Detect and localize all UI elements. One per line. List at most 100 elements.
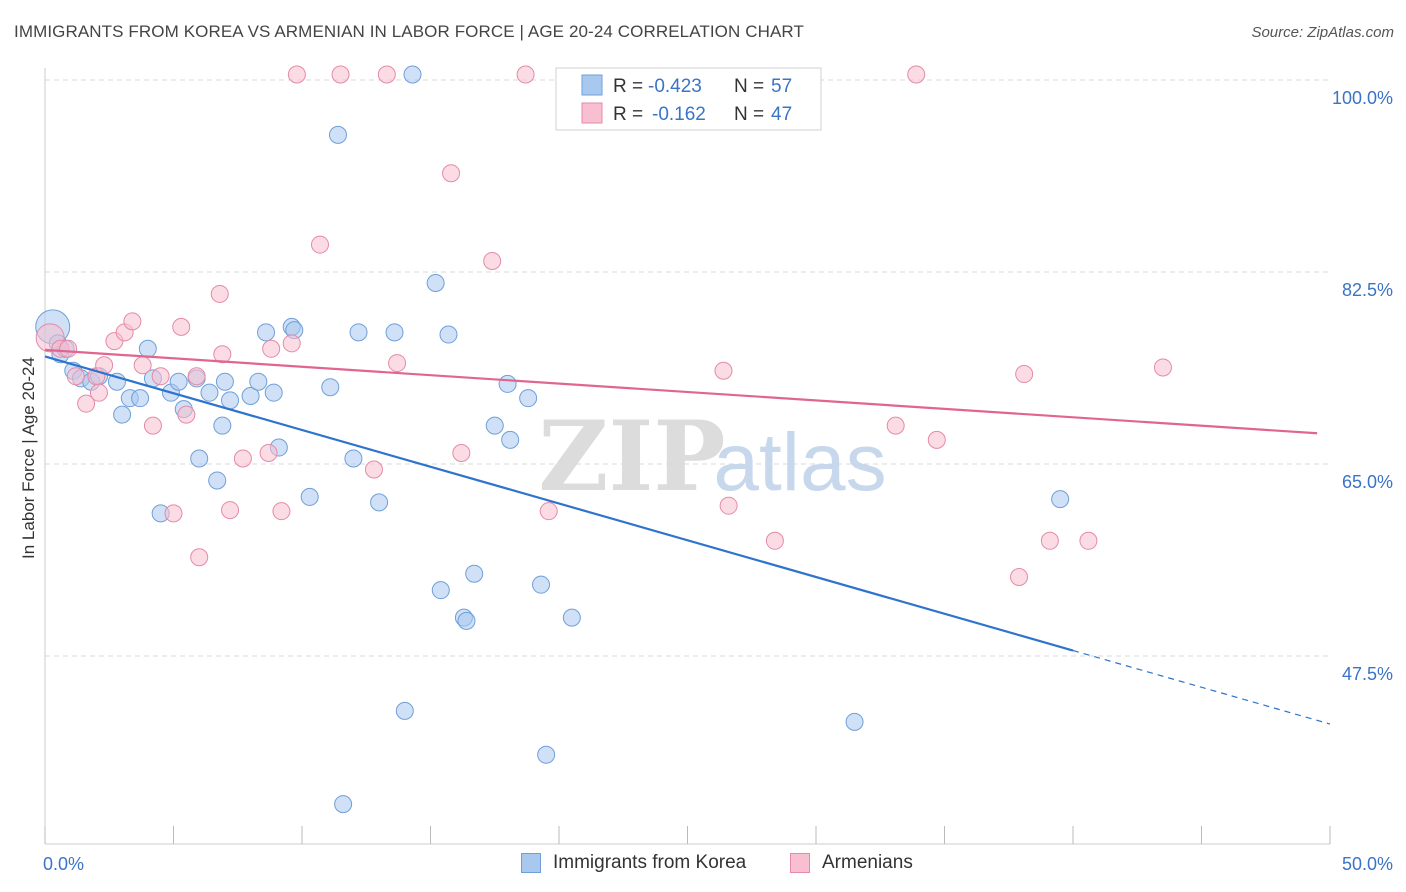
- y-tick-label-2: 65.0%: [1342, 472, 1393, 492]
- armenian-point: [1015, 365, 1034, 384]
- korea-point: [200, 383, 219, 402]
- armenian-point: [59, 339, 78, 358]
- armenian-point: [310, 235, 329, 254]
- korea-point: [395, 701, 414, 720]
- armenian-point: [483, 252, 502, 271]
- series-legend: Immigrants from Korea Armenians: [0, 852, 1406, 878]
- korea-point: [501, 430, 520, 449]
- korea-point: [190, 449, 209, 468]
- korea-point: [213, 416, 232, 435]
- armenian-point: [151, 367, 170, 386]
- korea-point: [537, 745, 556, 764]
- chart-title: IMMIGRANTS FROM KOREA VS ARMENIAN IN LAB…: [14, 22, 804, 41]
- stats-legend: R = -0.423 N = 57 R = -0.162 N = 47: [555, 67, 822, 131]
- armenian-point: [221, 501, 240, 520]
- armenian-point: [89, 383, 108, 402]
- armenian-point: [714, 361, 733, 380]
- korea-point: [845, 712, 864, 731]
- korea-point: [344, 449, 363, 468]
- armenian-point: [452, 444, 471, 463]
- legend-korea-label: Immigrants from Korea: [553, 852, 747, 873]
- armenian-point: [177, 405, 196, 424]
- legend-armenian-r-label: R =: [613, 104, 643, 125]
- korea-point: [370, 493, 389, 512]
- axes: [44, 68, 1331, 845]
- y-tick-label-0: 100.0%: [1332, 88, 1393, 108]
- korea-point: [257, 323, 276, 342]
- armenian-point: [907, 65, 926, 84]
- armenian-point: [1040, 531, 1059, 550]
- korea-point: [457, 611, 476, 630]
- trend-lines: [44, 348, 1331, 725]
- source-label: Source: ZipAtlas.com: [1251, 24, 1394, 41]
- legend-korea-n-label: N =: [734, 76, 764, 97]
- korea-point: [334, 795, 353, 814]
- series-armenian-points: [35, 65, 1172, 587]
- korea-point: [1051, 490, 1070, 509]
- armenian-point: [1153, 358, 1172, 377]
- korea-point: [131, 389, 150, 408]
- armenian-point: [516, 65, 535, 84]
- korea-point: [215, 372, 234, 391]
- armenian-point: [442, 164, 461, 183]
- korea-point: [321, 378, 340, 397]
- korea-point: [138, 339, 157, 358]
- legend-korea-swatch-bottom: [521, 853, 541, 873]
- armenian-point: [133, 356, 152, 375]
- watermark: ZIP atlas: [538, 400, 886, 513]
- armenian-point: [287, 65, 306, 84]
- y-tick-label-3: 47.5%: [1342, 664, 1393, 684]
- armenian-point: [282, 334, 301, 353]
- armenian-point: [187, 367, 206, 386]
- armenian-point: [233, 449, 252, 468]
- y-tick-label-1: 82.5%: [1342, 280, 1393, 300]
- armenian-point: [719, 496, 738, 515]
- watermark-zip: ZIP: [538, 400, 725, 513]
- armenian-point: [172, 317, 191, 336]
- armenian-trend-line: [44, 348, 1318, 435]
- armenian-point: [210, 284, 229, 303]
- korea-point: [300, 487, 319, 506]
- legend-korea-swatch: [581, 74, 603, 96]
- grid-lines: [45, 79, 1330, 657]
- korea-point: [498, 374, 517, 393]
- korea-point: [349, 323, 368, 342]
- legend-armenian-n-label: N =: [734, 104, 764, 125]
- armenian-point: [164, 504, 183, 523]
- korea-point: [562, 608, 581, 627]
- legend-item-korea[interactable]: Immigrants from Korea: [521, 852, 746, 874]
- legend-korea-r-value: -0.423: [648, 76, 702, 97]
- legend-armenian-label: Armenians: [822, 852, 913, 873]
- korea-point: [465, 564, 484, 583]
- armenian-point: [927, 430, 946, 449]
- korea-point: [113, 405, 132, 424]
- tick-labels: 100.0% 82.5% 65.0% 47.5% 0.0% 50.0%: [43, 88, 1393, 874]
- legend-item-armenian[interactable]: Armenians: [790, 852, 913, 874]
- korea-point: [485, 416, 504, 435]
- korea-point: [208, 471, 227, 490]
- korea-trend-extension: [1072, 649, 1331, 725]
- armenian-point: [262, 339, 281, 358]
- armenian-point: [388, 354, 407, 373]
- armenian-point: [77, 394, 96, 413]
- legend-armenian-r-value: -0.162: [652, 104, 706, 125]
- legend-armenian-n-value: 47: [771, 104, 792, 125]
- korea-point: [439, 325, 458, 344]
- armenian-point: [539, 502, 558, 521]
- armenian-point: [377, 65, 396, 84]
- korea-point: [241, 386, 260, 405]
- armenian-point: [364, 460, 383, 479]
- watermark-atlas: atlas: [713, 417, 886, 508]
- x-tick-label-0: 0.0%: [43, 854, 84, 874]
- armenian-point: [886, 416, 905, 435]
- armenian-point: [765, 531, 784, 550]
- korea-point: [328, 125, 347, 144]
- armenian-point: [190, 548, 209, 567]
- legend-armenian-swatch: [581, 102, 603, 124]
- armenian-point: [213, 345, 232, 364]
- armenian-point: [272, 502, 291, 521]
- armenian-point: [123, 312, 142, 331]
- korea-point: [431, 581, 450, 600]
- x-tick-label-1: 50.0%: [1342, 854, 1393, 874]
